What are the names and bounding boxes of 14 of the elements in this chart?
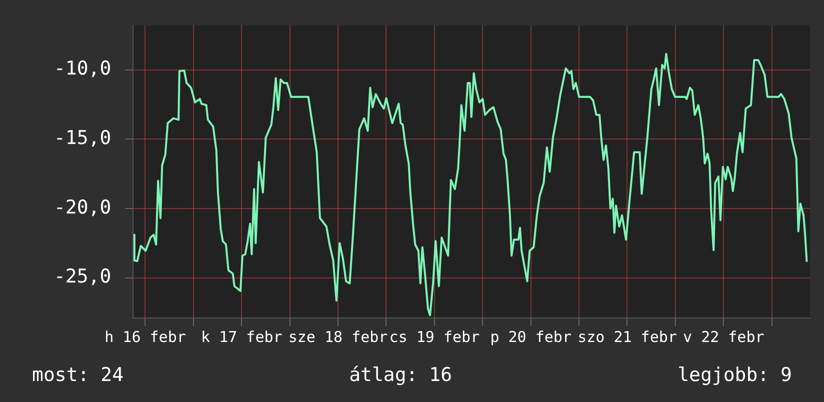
- x-tick-label: k 17 febr: [201, 328, 282, 346]
- y-tick-label: -10,0: [54, 58, 112, 80]
- x-tick-label: p 20 febr: [490, 328, 572, 346]
- y-tick-label: -25,0: [54, 266, 112, 288]
- y-tick-label: -15,0: [54, 127, 112, 150]
- y-tick-label: -20,0: [54, 196, 112, 218]
- x-tick-label: szo 21 febr: [578, 328, 677, 346]
- text: legjobb: 9: [678, 364, 792, 386]
- x-tick-label: h 16 febr: [104, 328, 186, 346]
- x-tick-label: v 22 febr: [683, 328, 764, 346]
- text: átlag: 16: [349, 364, 452, 386]
- x-tick-label: cs 19 febr: [389, 328, 480, 346]
- text: most: 24: [32, 364, 124, 386]
- x-tick-label: sze 18 febr: [288, 328, 388, 346]
